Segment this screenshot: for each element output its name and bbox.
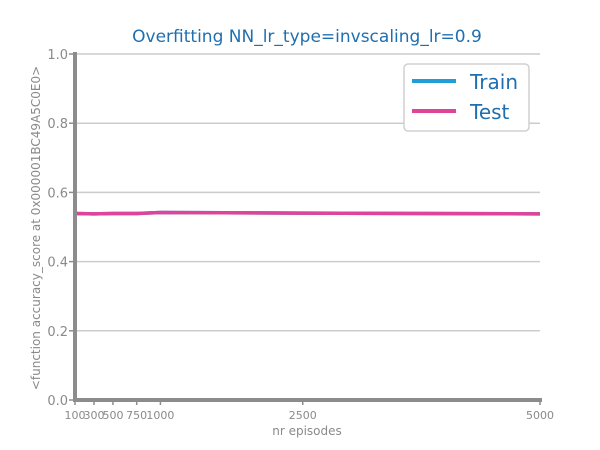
x-tick-label-0: 100 [65, 409, 86, 422]
y-tick-label-5: 1.0 [47, 48, 68, 63]
x-tick-label-5: 2500 [289, 409, 317, 422]
x-tick-label-4: 1000 [146, 409, 174, 422]
x-tick-label-6: 5000 [526, 409, 554, 422]
x-tick-label-1: 300 [83, 409, 104, 422]
legend: Train Test [403, 63, 530, 132]
chart-title: Overfitting NN_lr_type=invscaling_lr=0.9 [132, 27, 482, 47]
y-tick-label-4: 0.8 [47, 117, 68, 132]
y-tick-label-1: 0.2 [47, 325, 68, 340]
y-tick-label-3: 0.6 [47, 186, 68, 201]
y-tick-label-2: 0.4 [47, 256, 68, 271]
legend-label-train: Train [469, 70, 518, 94]
series-line-test [74, 210, 541, 216]
series-lines [74, 210, 541, 216]
y-tick-label-0: 0.0 [47, 394, 68, 409]
x-tick-label-2: 500 [102, 409, 123, 422]
y-axis-label: <function accuracy_score at 0x000001BC49… [29, 66, 43, 390]
x-axis-label: nr episodes [272, 424, 342, 438]
legend-label-test: Test [469, 100, 510, 124]
x-tick-label-3: 750 [126, 409, 147, 422]
axes [73, 52, 542, 402]
